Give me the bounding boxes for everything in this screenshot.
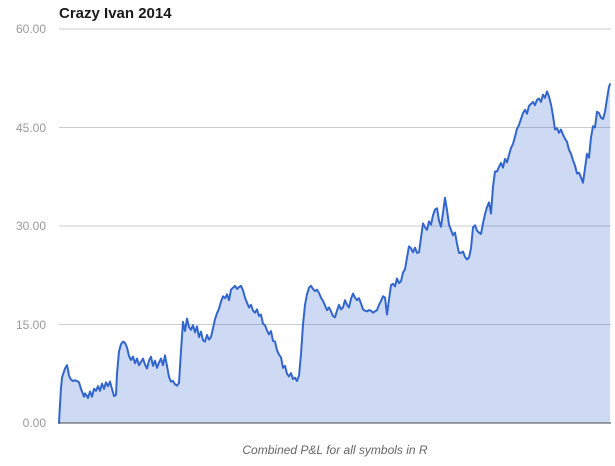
gridlines	[59, 28, 611, 325]
chart-caption: Combined P&L for all symbols in R	[242, 443, 428, 457]
pnl-area-fill	[59, 84, 610, 423]
y-axis-tick-label: 30.00	[15, 219, 46, 233]
y-axis-tick-label: 0.00	[22, 416, 46, 430]
pnl-series-line	[58, 83, 611, 424]
y-axis-tick-label: 60.00	[15, 22, 46, 36]
y-axis-tick-label: 45.00	[15, 120, 46, 135]
y-axis-tick-label: 15.00	[15, 317, 46, 332]
chart-title: Crazy Ivan 2014	[59, 5, 172, 22]
